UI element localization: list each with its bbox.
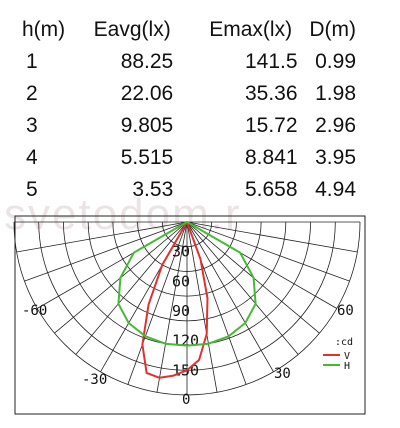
grid-spoke: [127, 221, 188, 385]
grid-spoke: [186, 221, 274, 373]
cell-height: 4: [26, 146, 38, 169]
header-diameter: D(m): [309, 18, 356, 41]
angle-tick-label: -30: [82, 372, 107, 388]
table-row: 3 9.805 15.72 2.96: [0, 110, 400, 142]
cell-eavg: 3.53: [132, 178, 174, 201]
legend-label-h: H: [344, 361, 350, 372]
grid-spoke: [186, 221, 350, 282]
cell-eavg: 88.25: [120, 50, 174, 73]
radial-tick-label: 120: [172, 332, 199, 350]
legend: :cd VH: [323, 337, 353, 372]
cell-emax: 141.5: [244, 50, 298, 73]
cell-emax: 8.841: [244, 146, 298, 169]
grid-spoke: [156, 221, 188, 393]
radial-tick-label: 60: [172, 272, 190, 290]
cell-diameter: 0.99: [315, 50, 356, 73]
legend-label-v: V: [344, 351, 350, 362]
radial-tick-label: 90: [172, 302, 190, 320]
angle-tick-labels: -60 60 -30 30 0: [22, 303, 354, 408]
grid-spoke: [186, 221, 358, 253]
grid-spoke: [186, 221, 218, 393]
cell-height: 1: [26, 50, 38, 73]
cell-diameter: 1.98: [315, 82, 356, 105]
cell-eavg: 9.805: [120, 114, 174, 137]
chart-frame: [14, 215, 366, 415]
cell-emax: 35.36: [244, 82, 298, 105]
cell-diameter: 3.95: [315, 146, 356, 169]
photometric-table-section: svetodom.r h(m) Eavg(lx) Emax(lx) D(m) 1…: [0, 0, 400, 239]
header-height: h(m): [22, 18, 66, 41]
angle-tick-label: 60: [337, 303, 354, 319]
cell-eavg: 22.06: [120, 82, 174, 105]
cell-height: 5: [26, 178, 38, 201]
cell-height: 3: [26, 114, 38, 137]
angle-tick-label: 30: [274, 366, 291, 382]
table-row: 2 22.06 35.36 1.98: [0, 78, 400, 110]
cell-emax: 5.658: [244, 178, 298, 201]
series-curves: [117, 221, 257, 379]
table-row: 1 88.25 141.5 0.99: [0, 46, 400, 78]
table-header-row: h(m) Eavg(lx) Emax(lx) D(m): [0, 14, 400, 46]
table-row: 5 3.53 5.658 4.94: [0, 174, 400, 206]
grid-spoke: [16, 221, 188, 253]
legend-unit-label: :cd: [335, 337, 353, 348]
header-eavg: Eavg(lx): [93, 18, 171, 41]
angle-tick-label: 0: [182, 392, 190, 408]
table-row: 4 5.515 8.841 3.95: [0, 142, 400, 174]
grid-spoke: [186, 221, 299, 355]
angle-tick-label: -60: [22, 303, 47, 319]
illuminance-table: h(m) Eavg(lx) Emax(lx) D(m) 1 88.25 141.…: [0, 14, 400, 206]
radial-tick-label: 30: [172, 243, 190, 261]
cell-diameter: 4.94: [315, 178, 356, 201]
cell-diameter: 2.96: [315, 114, 356, 137]
grid-spoke: [75, 221, 188, 355]
cell-emax: 15.72: [244, 114, 298, 137]
series-curve-h: [117, 221, 257, 347]
cell-eavg: 5.515: [120, 146, 174, 169]
series-curve-v: [141, 221, 209, 379]
header-emax: Emax(lx): [209, 18, 293, 41]
cell-height: 2: [26, 82, 38, 105]
grid-spoke: [24, 221, 188, 282]
